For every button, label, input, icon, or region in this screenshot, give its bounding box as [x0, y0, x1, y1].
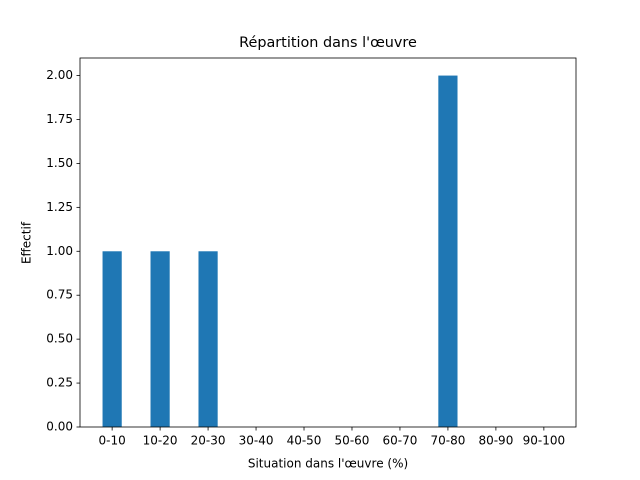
y-axis-label: Effectif — [20, 221, 34, 264]
y-tick-label: 0.50 — [46, 332, 73, 346]
x-axis-label: Situation dans l'œuvre (%) — [248, 457, 408, 471]
y-tick-label: 1.75 — [46, 112, 73, 126]
x-tick-label: 0-10 — [99, 434, 126, 448]
chart-title: Répartition dans l'œuvre — [239, 35, 417, 51]
bar — [198, 251, 218, 427]
y-tick-label: 0.75 — [46, 288, 73, 302]
x-tick-label: 70-80 — [430, 434, 465, 448]
bar — [150, 251, 170, 427]
y-tick-label: 1.00 — [46, 244, 73, 258]
y-tick-label: 1.50 — [46, 156, 73, 170]
x-tick-label: 90-100 — [523, 434, 566, 448]
x-tick-label: 60-70 — [383, 434, 418, 448]
bar — [102, 251, 122, 427]
x-tick-label: 80-90 — [478, 434, 513, 448]
bar — [438, 75, 458, 428]
x-tick-label: 20-30 — [191, 434, 226, 448]
x-tick-label: 50-60 — [335, 434, 370, 448]
y-tick-label: 0.25 — [46, 376, 73, 390]
y-tick-label: 0.00 — [46, 420, 73, 434]
x-tick-label: 40-50 — [287, 434, 322, 448]
x-tick-label: 30-40 — [239, 434, 274, 448]
plot-frame — [79, 57, 577, 428]
y-tick-label: 1.25 — [46, 200, 73, 214]
y-tick-label: 2.00 — [46, 68, 73, 82]
x-tick-label: 10-20 — [143, 434, 178, 448]
